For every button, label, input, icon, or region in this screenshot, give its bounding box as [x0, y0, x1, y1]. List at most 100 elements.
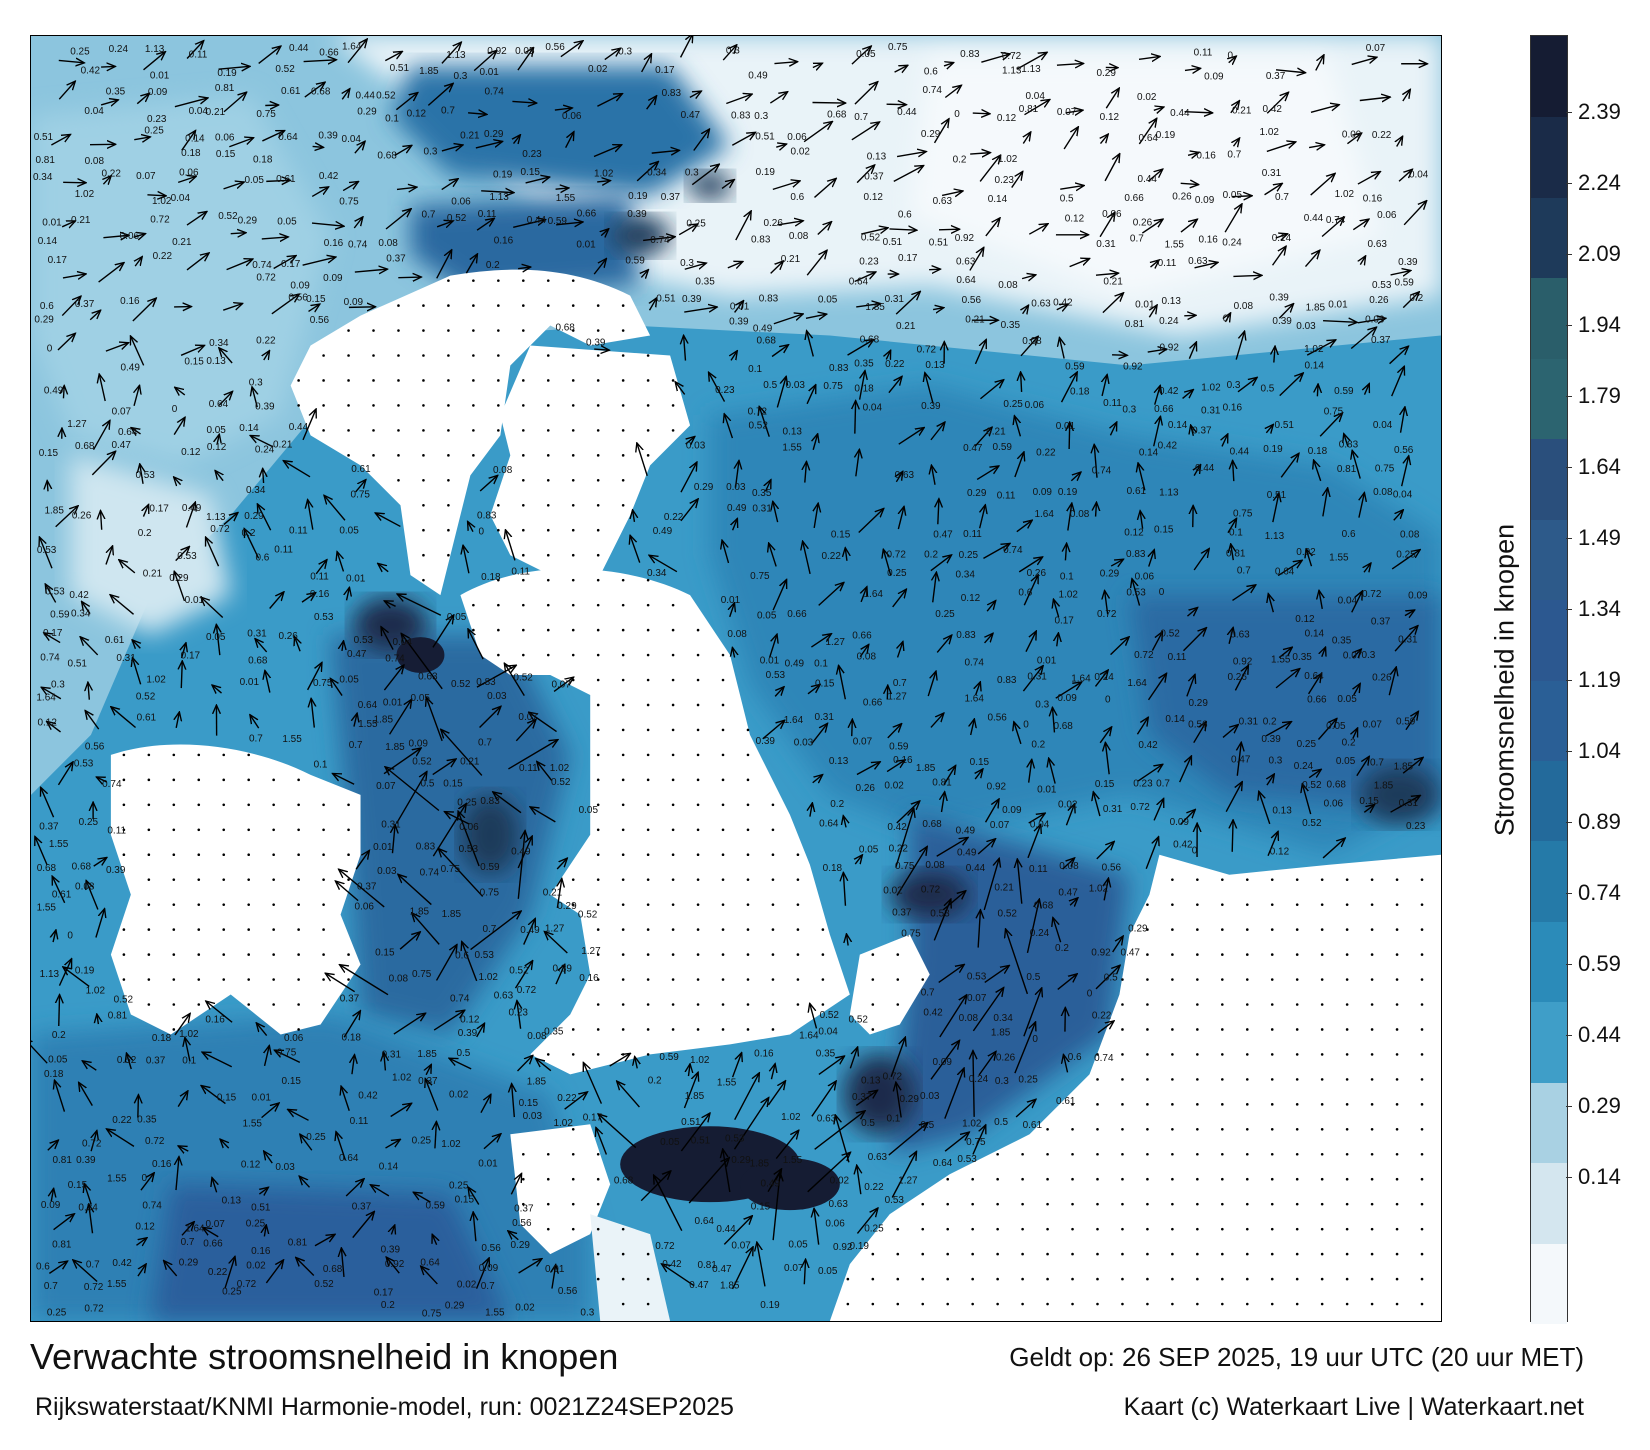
current-arrow: [1233, 138, 1239, 146]
current-arrow: [311, 698, 314, 728]
speed-label: 0.72: [84, 1304, 104, 1315]
speed-label: 0.26: [72, 511, 92, 522]
current-arrow: [759, 406, 770, 437]
current-arrow: [680, 499, 698, 522]
current-arrow: [938, 964, 965, 983]
speed-label: 0.47: [111, 440, 131, 451]
grid-dot: [1320, 1302, 1324, 1306]
grid-dot: [621, 429, 625, 432]
speed-label: 0.64: [358, 700, 378, 711]
current-arrow: [147, 195, 166, 196]
current-arrow: [514, 961, 533, 989]
speed-label: 0.22: [1092, 1010, 1112, 1021]
speed-label: 0.04: [171, 193, 191, 204]
grid-dot: [147, 778, 151, 782]
speed-label: 0.25: [222, 1287, 242, 1298]
speed-label: 0: [1023, 720, 1029, 731]
speed-label: 0.29: [731, 1155, 751, 1166]
speed-label: 0.25: [47, 1308, 67, 1319]
speed-label: 1.64: [1034, 509, 1054, 520]
grid-dot: [1295, 1128, 1299, 1131]
grid-dot: [1121, 1128, 1124, 1131]
speed-label: 0.61: [351, 464, 371, 475]
current-arrow: [174, 571, 186, 602]
current-arrow: [303, 60, 337, 62]
speed-label: 1.02: [550, 763, 570, 774]
grid-dot: [372, 329, 375, 332]
current-arrow: [804, 1259, 805, 1285]
speed-label: 0.2: [924, 549, 938, 560]
speed-label: 0.74: [252, 260, 272, 271]
current-arrow: [1060, 185, 1084, 189]
speed-label: 0.39: [553, 964, 573, 975]
current-arrow: [609, 1053, 631, 1067]
grid-dot: [796, 853, 800, 857]
speed-label: 0.64: [209, 399, 229, 410]
current-arrow: [137, 1264, 146, 1277]
grid-dot: [397, 379, 400, 382]
grid-dot: [1171, 1202, 1174, 1206]
grid-dot: [796, 978, 800, 981]
speed-label: 0.74: [484, 87, 504, 98]
speed-label: 0.08: [1059, 861, 1079, 872]
speed-label: 0.51: [929, 238, 949, 249]
current-arrow: [301, 593, 316, 603]
grid-dot: [646, 578, 650, 582]
grid-dot: [197, 803, 201, 807]
grid-dot: [247, 803, 250, 807]
speed-label: 0.81: [288, 1238, 308, 1249]
current-arrow: [342, 641, 344, 652]
current-arrow: [264, 351, 270, 361]
speed-label: 0.1: [814, 658, 828, 669]
grid-dot: [1146, 903, 1149, 906]
current-arrow: [1065, 804, 1074, 826]
grid-dot: [422, 454, 425, 457]
speed-label: 0.15: [815, 679, 835, 690]
speed-label: 0.63: [1368, 239, 1388, 250]
current-arrow: [1233, 275, 1262, 276]
speed-label: 0.68: [75, 441, 95, 452]
speed-label: 0.68: [323, 1264, 343, 1275]
grid-dot: [621, 1053, 625, 1056]
speed-label: 1.13: [206, 512, 226, 523]
grid-dot: [322, 878, 325, 881]
grid-dot: [522, 553, 525, 557]
speed-label: 0.15: [217, 1093, 237, 1104]
grid-dot: [696, 653, 700, 657]
current-arrow: [1232, 585, 1255, 602]
grid-dot: [1121, 978, 1124, 981]
colorbar-segment: [1531, 1001, 1567, 1083]
grid-dot: [546, 379, 550, 382]
grid-dot: [746, 928, 750, 931]
current-arrow: [1267, 831, 1278, 856]
speed-label: 0.81: [1337, 464, 1357, 475]
speed-label: 0.25: [457, 797, 477, 808]
current-arrow: [974, 427, 992, 447]
current-arrow: [250, 715, 260, 729]
current-arrow: [1023, 575, 1038, 606]
speed-label: 0.18: [253, 155, 273, 166]
current-arrow: [312, 146, 324, 147]
current-arrow: [896, 471, 902, 483]
grid-dot: [472, 454, 475, 457]
current-arrow: [31, 1038, 48, 1064]
current-arrow: [1049, 758, 1056, 784]
current-arrow: [732, 647, 734, 658]
current-arrow: [432, 1234, 436, 1245]
grid-dot: [1370, 1177, 1374, 1181]
speed-label: 0.44: [1230, 446, 1250, 457]
speed-label: 0.72: [1134, 650, 1154, 661]
speed-label: 0.52: [748, 420, 768, 431]
speed-label: 0.74: [420, 868, 440, 879]
speed-label: 0.63: [933, 196, 953, 207]
current-arrow: [73, 1260, 98, 1282]
speed-label: 0.17: [898, 253, 918, 264]
speed-label: 0.44: [289, 422, 309, 433]
current-arrow: [259, 1187, 268, 1194]
speed-label: 0.03: [275, 1162, 295, 1173]
grid-dot: [247, 978, 250, 981]
grid-dot: [222, 828, 226, 832]
grid-dot: [1420, 1302, 1424, 1306]
grid-dot: [1270, 1252, 1274, 1256]
speed-label: 0.29: [244, 511, 264, 522]
